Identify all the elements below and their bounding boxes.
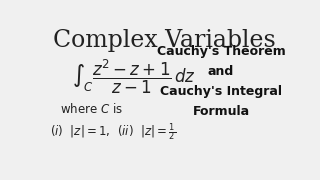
Text: Cauchy's Theorem
and
Cauchy's Integral
Formula: Cauchy's Theorem and Cauchy's Integral F… [157,45,285,118]
Text: $(i)$  $| z | = 1$,  $(ii)$  $| z | = \frac{1}{2}$: $(i)$ $| z | = 1$, $(ii)$ $| z | = \frac… [50,122,176,143]
Text: Complex Variables: Complex Variables [52,28,276,51]
Text: $\int_C \dfrac{z^2 - z + 1}{z - 1}\, dz$: $\int_C \dfrac{z^2 - z + 1}{z - 1}\, dz$ [72,58,196,96]
Text: where $C$ is: where $C$ is [60,102,123,116]
